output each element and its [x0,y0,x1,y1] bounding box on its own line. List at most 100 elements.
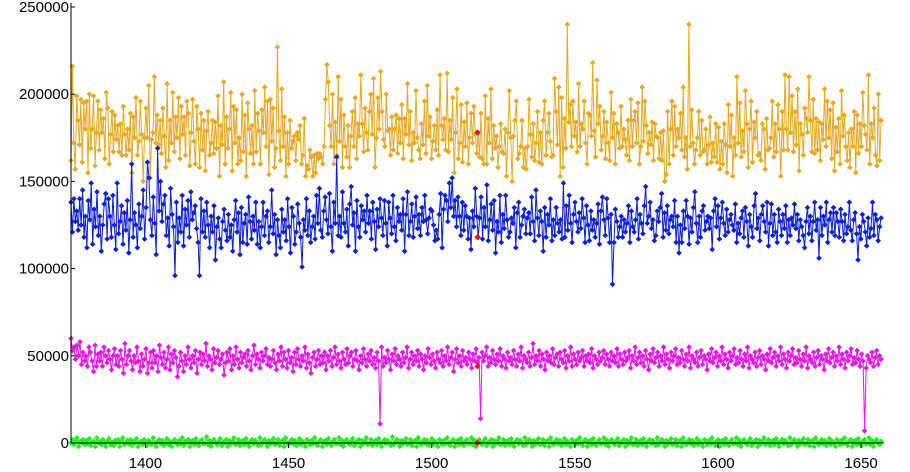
data-point [701,353,707,359]
data-point [875,237,881,244]
data-point [703,439,709,445]
data-point [183,222,190,228]
data-point [856,223,863,230]
data-point [669,358,676,364]
data-point [185,110,192,117]
data-point [356,367,362,373]
data-point [572,199,578,206]
data-point [690,204,697,211]
data-point [307,239,314,246]
data-point [78,222,84,228]
data-point [455,155,462,162]
data-point [744,218,750,225]
data-point [359,121,366,127]
data-point [233,344,239,350]
data-point [700,203,707,209]
data-point [866,234,873,240]
data-point [111,222,118,228]
data-point [304,162,310,169]
data-point [223,114,230,120]
data-point [507,354,514,361]
data-point [218,244,224,251]
data-point [297,122,303,129]
data-point [332,119,339,125]
data-point [385,199,392,206]
data-point [491,437,498,444]
data-point [135,358,142,364]
data-point [315,347,322,354]
data-point [642,183,649,190]
data-point [732,152,739,158]
data-point [417,232,424,239]
data-point [608,211,614,218]
data-point [731,227,737,233]
data-point [122,340,128,347]
data-point [533,187,539,193]
data-point [370,199,376,206]
data-point [500,211,506,218]
data-point [441,115,448,122]
data-point [389,434,396,440]
data-point [550,217,557,223]
data-point [309,354,316,361]
data-point [501,356,508,363]
data-point [493,133,500,139]
data-point [542,367,548,373]
data-point [480,358,487,364]
data-point [351,143,357,150]
data-point [382,143,388,150]
data-point [185,344,191,350]
data-point [864,147,870,153]
data-point [566,358,572,364]
data-point [666,365,673,371]
data-point [599,133,606,139]
data-point [718,215,724,221]
data-point [165,215,171,221]
data-point [850,217,857,223]
data-point [570,211,577,218]
data-point [461,227,467,233]
data-point [817,204,824,211]
data-point [483,161,490,167]
data-point [308,437,315,444]
data-point [128,161,135,167]
data-point [789,346,796,352]
data-point [379,108,385,115]
data-point [344,206,350,213]
data-point [260,358,266,364]
data-point [362,105,368,111]
data-point [775,101,781,108]
data-point [120,435,126,441]
data-point [597,103,603,110]
data-point [438,122,445,129]
data-point [505,129,511,136]
data-point [831,168,838,174]
data-point [821,367,827,373]
data-point [801,244,808,251]
data-point [660,128,667,134]
data-point [634,442,641,449]
data-point [149,365,155,371]
data-point [871,105,877,111]
data-point [138,351,145,357]
data-point [794,86,801,92]
data-point [824,98,831,104]
data-point [815,347,821,354]
data-point [755,215,762,221]
data-point [287,438,294,445]
data-point [562,234,568,240]
data-point [827,360,833,366]
data-point [495,229,502,235]
data-point [282,356,289,363]
data-point [715,124,722,131]
data-point [106,161,112,167]
data-point [576,210,583,216]
data-point [792,108,798,115]
data-point [353,155,360,162]
data-point [614,435,621,442]
data-point [756,150,763,157]
data-point [761,218,767,225]
data-point [525,349,532,356]
data-point [609,281,616,288]
data-point [575,229,581,235]
